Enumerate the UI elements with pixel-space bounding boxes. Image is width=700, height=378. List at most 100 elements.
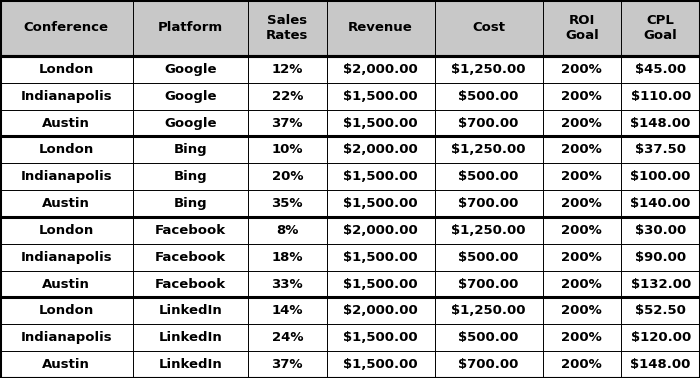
Text: Facebook: Facebook bbox=[155, 251, 226, 264]
Bar bbox=[542, 271, 622, 297]
Text: Austin: Austin bbox=[43, 116, 90, 130]
Text: Austin: Austin bbox=[43, 277, 90, 291]
Bar bbox=[622, 324, 700, 351]
Text: $2,000.00: $2,000.00 bbox=[343, 143, 418, 156]
Bar bbox=[133, 83, 248, 110]
Bar bbox=[435, 136, 542, 163]
Bar bbox=[542, 351, 622, 378]
Bar bbox=[133, 244, 248, 271]
Text: London: London bbox=[38, 224, 94, 237]
Bar bbox=[0, 244, 133, 271]
Bar bbox=[542, 244, 622, 271]
Bar bbox=[248, 110, 327, 136]
Bar bbox=[133, 110, 248, 136]
Bar bbox=[327, 351, 435, 378]
Text: 200%: 200% bbox=[561, 358, 602, 371]
Text: $140.00: $140.00 bbox=[631, 197, 691, 210]
Bar bbox=[327, 190, 435, 217]
Text: Bing: Bing bbox=[174, 170, 207, 183]
Text: $120.00: $120.00 bbox=[631, 331, 691, 344]
Text: Google: Google bbox=[164, 63, 216, 76]
Text: $148.00: $148.00 bbox=[631, 116, 691, 130]
Bar bbox=[0, 351, 133, 378]
Text: $700.00: $700.00 bbox=[458, 277, 519, 291]
Text: 200%: 200% bbox=[561, 304, 602, 318]
Bar bbox=[0, 110, 133, 136]
Text: 10%: 10% bbox=[272, 143, 303, 156]
Text: Indianapolis: Indianapolis bbox=[20, 331, 112, 344]
Text: $45.00: $45.00 bbox=[635, 63, 686, 76]
Bar bbox=[622, 244, 700, 271]
Bar bbox=[248, 217, 327, 244]
Text: $700.00: $700.00 bbox=[458, 116, 519, 130]
Bar bbox=[542, 297, 622, 324]
Text: ROI
Goal: ROI Goal bbox=[565, 14, 598, 42]
Bar bbox=[133, 217, 248, 244]
Bar bbox=[327, 271, 435, 297]
Bar bbox=[0, 0, 133, 56]
Bar bbox=[435, 324, 542, 351]
Bar bbox=[622, 271, 700, 297]
Bar bbox=[327, 110, 435, 136]
Text: 200%: 200% bbox=[561, 170, 602, 183]
Text: $1,250.00: $1,250.00 bbox=[452, 143, 526, 156]
Text: $1,500.00: $1,500.00 bbox=[343, 197, 418, 210]
Text: $1,500.00: $1,500.00 bbox=[343, 116, 418, 130]
Text: $500.00: $500.00 bbox=[458, 251, 519, 264]
Bar bbox=[435, 351, 542, 378]
Bar bbox=[542, 136, 622, 163]
Bar bbox=[542, 163, 622, 190]
Bar bbox=[435, 190, 542, 217]
Text: Conference: Conference bbox=[24, 22, 109, 34]
Text: Bing: Bing bbox=[174, 143, 207, 156]
Bar bbox=[327, 297, 435, 324]
Bar bbox=[622, 297, 700, 324]
Text: 14%: 14% bbox=[272, 304, 303, 318]
Text: 35%: 35% bbox=[272, 197, 303, 210]
Text: 22%: 22% bbox=[272, 90, 303, 103]
Bar bbox=[622, 136, 700, 163]
Text: $110.00: $110.00 bbox=[631, 90, 691, 103]
Bar bbox=[0, 190, 133, 217]
Text: 24%: 24% bbox=[272, 331, 303, 344]
Text: $1,500.00: $1,500.00 bbox=[343, 251, 418, 264]
Bar bbox=[133, 190, 248, 217]
Bar bbox=[133, 136, 248, 163]
Bar bbox=[435, 297, 542, 324]
Bar bbox=[133, 56, 248, 83]
Text: $90.00: $90.00 bbox=[635, 251, 686, 264]
Bar bbox=[622, 83, 700, 110]
Bar bbox=[622, 351, 700, 378]
Text: $1,500.00: $1,500.00 bbox=[343, 358, 418, 371]
Text: London: London bbox=[38, 143, 94, 156]
Text: $30.00: $30.00 bbox=[635, 224, 686, 237]
Text: $500.00: $500.00 bbox=[458, 331, 519, 344]
Text: $1,500.00: $1,500.00 bbox=[343, 170, 418, 183]
Bar bbox=[542, 56, 622, 83]
Bar bbox=[435, 83, 542, 110]
Bar bbox=[248, 83, 327, 110]
Bar bbox=[435, 244, 542, 271]
Bar bbox=[542, 324, 622, 351]
Bar bbox=[0, 136, 133, 163]
Text: Austin: Austin bbox=[43, 358, 90, 371]
Bar bbox=[248, 136, 327, 163]
Bar bbox=[622, 56, 700, 83]
Text: 8%: 8% bbox=[276, 224, 298, 237]
Text: 200%: 200% bbox=[561, 197, 602, 210]
Bar bbox=[327, 56, 435, 83]
Text: $1,250.00: $1,250.00 bbox=[452, 224, 526, 237]
Bar bbox=[0, 324, 133, 351]
Bar bbox=[0, 56, 133, 83]
Bar bbox=[435, 110, 542, 136]
Text: $500.00: $500.00 bbox=[458, 170, 519, 183]
Bar bbox=[248, 163, 327, 190]
Bar bbox=[327, 83, 435, 110]
Bar bbox=[435, 271, 542, 297]
Text: $1,250.00: $1,250.00 bbox=[452, 304, 526, 318]
Bar bbox=[435, 217, 542, 244]
Text: LinkedIn: LinkedIn bbox=[158, 358, 222, 371]
Bar bbox=[622, 217, 700, 244]
Bar bbox=[248, 190, 327, 217]
Text: 200%: 200% bbox=[561, 63, 602, 76]
